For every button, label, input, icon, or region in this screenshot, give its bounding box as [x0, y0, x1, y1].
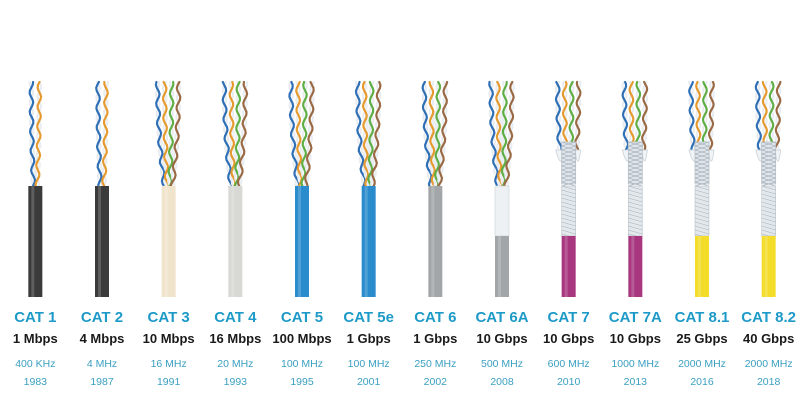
speed-label: 10 Mbps [142, 331, 195, 346]
category-name: CAT 5 [280, 309, 324, 326]
cable-label-11: CAT 8.1 25 Gbps 2000 MHz 2016 [669, 308, 735, 389]
speed-label: 1 Gbps [346, 331, 391, 346]
cable-jacket [428, 186, 443, 297]
cable-jacket [761, 236, 776, 297]
year-label: 1983 [23, 376, 47, 388]
speed-label: 100 Mbps [272, 331, 332, 346]
year-label: 2013 [623, 376, 647, 388]
year-label: 2008 [490, 376, 514, 388]
year-label: 1995 [290, 376, 314, 388]
cable-jacket [495, 236, 509, 297]
cable-label-2: CAT 2 4 Mbps 4 MHz 1987 [69, 308, 135, 389]
frequency-label: 4 MHz [86, 358, 118, 370]
cable-label-12: CAT 8.2 40 Gbps 2000 MHz 2018 [736, 308, 800, 389]
year-label: 1993 [223, 376, 247, 388]
frequency-label: 20 MHz [217, 358, 254, 370]
cable-9 [554, 80, 582, 297]
cable-jacket [28, 186, 43, 297]
speed-label: 16 Mbps [209, 331, 262, 346]
speed-label: 10 Gbps [609, 331, 661, 346]
category-name: CAT 6 [414, 309, 457, 326]
cable-label-7: CAT 6 1 Gbps 250 MHz 2002 [402, 308, 468, 389]
cable-jacket [561, 236, 576, 297]
cable-jacket [361, 186, 376, 297]
speed-label: 1 Gbps [413, 331, 458, 346]
cable-jacket [228, 186, 243, 297]
frequency-label: 2000 MHz [678, 358, 726, 370]
speed-label: 4 Mbps [79, 331, 125, 346]
cable-label-1: CAT 1 1 Mbps 400 KHz 1983 [2, 308, 68, 389]
category-name: CAT 7A [608, 309, 662, 326]
cable-label-3: CAT 3 10 Mbps 16 MHz 1991 [136, 308, 202, 389]
frequency-label: 2000 MHz [744, 358, 793, 370]
cable-1 [28, 80, 43, 297]
cable-jacket [695, 236, 709, 297]
cable-label-8: CAT 6A 10 Gbps 500 MHz 2008 [469, 308, 535, 389]
year-label: 2002 [423, 376, 447, 388]
frequency-label: 500 MHz [480, 358, 523, 370]
category-name: CAT 8.1 [674, 309, 730, 326]
cable-3 [154, 80, 182, 297]
category-name: CAT 6A [475, 309, 529, 326]
cable-label-10: CAT 7A 10 Gbps 1000 MHz 2013 [602, 308, 668, 389]
category-name: CAT 4 [214, 309, 257, 326]
year-label: 2010 [556, 376, 581, 388]
cable-label-4: CAT 4 16 Mbps 20 MHz 1993 [202, 308, 268, 389]
cable-jacket [95, 186, 109, 297]
cable-jacket [295, 186, 309, 297]
speed-label: 10 Gbps [476, 331, 528, 346]
cable-5 [288, 80, 315, 297]
speed-label: 40 Gbps [743, 331, 795, 346]
category-name: CAT 3 [147, 309, 190, 326]
cable-10 [621, 80, 649, 297]
cable-8 [488, 80, 515, 297]
frequency-label: 600 MHz [547, 358, 590, 370]
cable-label-6: CAT 5e 1 Gbps 100 MHz 2001 [336, 308, 402, 389]
frequency-label: 1000 MHz [611, 358, 660, 370]
cable-illustrations [28, 80, 782, 297]
cable-4 [221, 80, 249, 297]
speed-label: 10 Gbps [543, 331, 595, 346]
category-name: CAT 8.2 [741, 309, 797, 326]
cable-label-5: CAT 5 100 Mbps 100 MHz 1995 [269, 308, 335, 389]
frequency-label: 250 MHz [414, 358, 457, 370]
cable-6 [354, 80, 382, 297]
year-label: 1987 [90, 376, 114, 388]
category-name: CAT 7 [547, 309, 590, 326]
cable-7 [421, 80, 449, 297]
cable-jacket [628, 236, 643, 297]
cable-jacket [161, 186, 176, 297]
frequency-label: 100 MHz [280, 358, 323, 370]
category-name: CAT 2 [80, 309, 124, 326]
year-label: 2001 [356, 376, 381, 388]
frequency-label: 16 MHz [150, 358, 187, 370]
year-label: 1991 [156, 376, 181, 388]
cable-2 [95, 80, 109, 297]
speed-label: 1 Mbps [12, 331, 58, 346]
year-label: 2018 [756, 376, 781, 388]
category-name: CAT 1 [14, 309, 57, 326]
category-name: CAT 5e [343, 309, 394, 326]
frequency-label: 100 MHz [347, 358, 390, 370]
speed-label: 25 Gbps [676, 331, 728, 346]
frequency-label: 400 KHz [15, 358, 56, 370]
cable-12 [754, 80, 782, 297]
year-label: 2016 [690, 376, 714, 388]
cable-label-9: CAT 7 10 Gbps 600 MHz 2010 [536, 308, 602, 389]
cable-11 [688, 80, 715, 297]
